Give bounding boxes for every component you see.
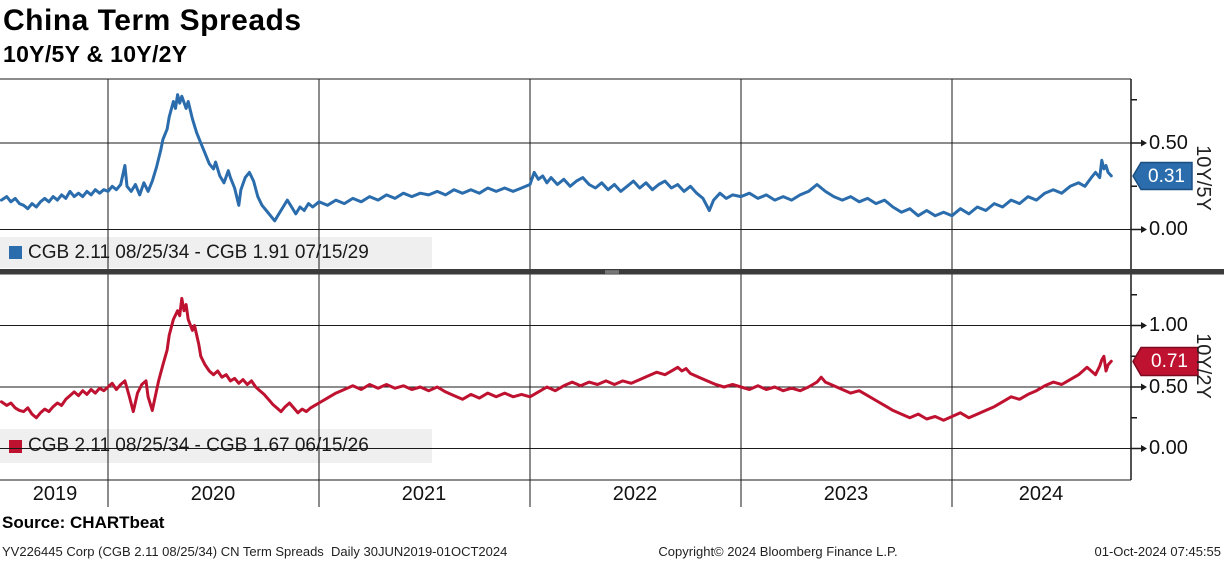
right-axis <box>1130 79 1147 480</box>
year-label-2020: 2020 <box>190 483 236 505</box>
footer-copyright: Copyright© 2024 Bloomberg Finance L.P. <box>658 544 898 559</box>
year-label-2021: 2021 <box>401 483 447 505</box>
legend-top-label: CGB 2.11 08/25/34 - CGB 1.91 07/15/29 <box>28 241 369 263</box>
panel-label-10y5y: 10Y/5Y <box>1192 145 1214 211</box>
year-label-2024: 2024 <box>1018 483 1064 505</box>
page-title: China Term Spreads <box>3 4 302 37</box>
gridlines <box>0 78 1131 507</box>
legend-marker-red <box>9 439 22 453</box>
footer-timestamp: 01-Oct-2024 07:45:55 <box>1094 544 1221 559</box>
legend-top[interactable]: CGB 2.11 08/25/34 - CGB 1.91 07/15/29 <box>0 237 432 268</box>
page-subtitle: 10Y/5Y & 10Y/2Y <box>3 41 188 67</box>
year-label-2022: 2022 <box>612 483 658 505</box>
tick-top-000: 0.00 <box>1149 218 1188 240</box>
panel-label-10y2y: 10Y/2Y <box>1192 333 1214 399</box>
source-line: Source: CHARTbeat <box>2 513 165 532</box>
legend-bottom-label: CGB 2.11 08/25/34 - CGB 1.67 06/15/26 <box>28 435 369 456</box>
last-value-top: 0.31 <box>1148 166 1185 187</box>
tick-bottom-000: 0.00 <box>1149 437 1188 459</box>
last-value-bottom: 0.71 <box>1151 351 1188 372</box>
tick-bottom-100: 1.00 <box>1149 314 1188 336</box>
panel-divider[interactable] <box>0 269 1224 275</box>
last-value-badges <box>1132 161 1199 377</box>
year-label-2023: 2023 <box>823 483 869 505</box>
year-label-2019: 2019 <box>32 483 78 505</box>
legend-marker-blue <box>9 246 22 259</box>
tick-top-050: 0.50 <box>1149 132 1188 154</box>
footer-security-info: YV226445 Corp (CGB 2.11 08/25/34) CN Ter… <box>2 544 508 559</box>
legend-bottom[interactable]: CGB 2.11 08/25/34 - CGB 1.67 06/15/26 <box>0 429 432 463</box>
series-lines <box>0 93 1113 422</box>
tick-bottom-050: 0.50 <box>1149 376 1188 398</box>
